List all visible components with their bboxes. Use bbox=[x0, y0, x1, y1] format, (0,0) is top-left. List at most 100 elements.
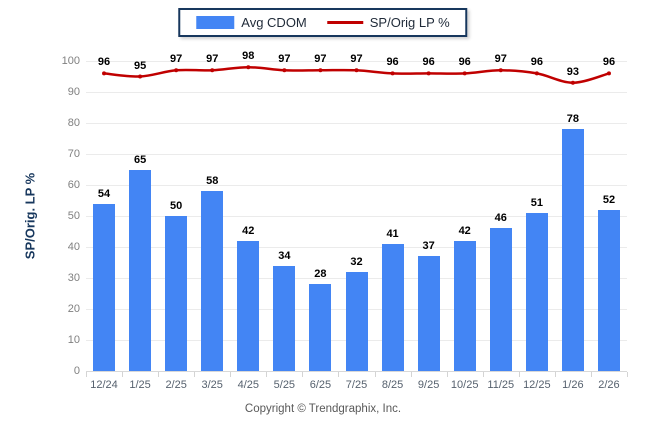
legend-item-sp-orig-lp: SP/Orig LP % bbox=[326, 15, 450, 30]
x-tick-label-6/25: 6/25 bbox=[309, 379, 332, 391]
line-value-label-8/25: 96 bbox=[386, 56, 399, 69]
x-axis-tick bbox=[482, 372, 484, 377]
y-tick-label-60: 60 bbox=[67, 178, 80, 191]
line-value-label-4/25: 98 bbox=[242, 50, 255, 63]
gridline-70 bbox=[86, 153, 627, 155]
line-value-label-1/25: 95 bbox=[133, 59, 147, 72]
bar-value-label-3/25: 58 bbox=[206, 175, 219, 188]
y-tick-label-80: 80 bbox=[67, 116, 80, 129]
y-tick-label-50: 50 bbox=[67, 209, 80, 222]
x-axis-tick bbox=[230, 372, 232, 377]
bar-1/26 bbox=[561, 129, 584, 371]
bar-11/25 bbox=[489, 228, 512, 371]
x-axis-tick bbox=[86, 372, 87, 377]
bar-3/25 bbox=[201, 191, 224, 371]
y-tick-label-100: 100 bbox=[61, 54, 80, 67]
x-tick-label-1/25: 1/25 bbox=[129, 379, 151, 391]
bar-value-label-12/25: 51 bbox=[530, 196, 543, 209]
bar-swatch-icon bbox=[196, 16, 235, 29]
x-axis-tick bbox=[446, 372, 448, 377]
x-tick-label-9/25: 9/25 bbox=[417, 379, 440, 391]
bar-value-label-6/25: 28 bbox=[314, 268, 327, 281]
bar-value-label-9/25: 37 bbox=[422, 240, 435, 253]
bar-value-label-1/25: 65 bbox=[133, 153, 147, 166]
bar-1/25 bbox=[129, 169, 152, 371]
bar-value-label-7/25: 32 bbox=[350, 255, 363, 268]
bar-4/25 bbox=[237, 240, 260, 371]
bar-value-label-4/25: 42 bbox=[242, 224, 255, 237]
x-axis-tick bbox=[338, 372, 340, 377]
x-axis-tick bbox=[590, 372, 592, 377]
y-tick-label-10: 10 bbox=[67, 333, 80, 346]
line-value-label-6/25: 97 bbox=[314, 53, 327, 66]
x-tick-label-5/25: 5/25 bbox=[273, 379, 296, 391]
y-tick-label-30: 30 bbox=[67, 271, 80, 284]
line-marker-2/25 bbox=[174, 68, 179, 73]
y-tick-label-40: 40 bbox=[67, 240, 80, 253]
bar-5/25 bbox=[273, 265, 296, 371]
gridline-90 bbox=[86, 91, 627, 93]
copyright-text: Copyright © Trendgraphix, Inc. bbox=[244, 403, 402, 415]
gridline-80 bbox=[86, 122, 627, 124]
x-tick-label-3/25: 3/25 bbox=[201, 379, 223, 391]
x-axis-tick bbox=[554, 372, 556, 377]
legend-label-avg-cdom: Avg CDOM bbox=[241, 15, 307, 30]
line-value-label-2/26: 96 bbox=[602, 56, 616, 69]
line-value-label-10/25: 96 bbox=[458, 56, 471, 69]
bar-2/26 bbox=[597, 209, 620, 371]
bar-8/25 bbox=[381, 243, 404, 371]
x-axis-tick bbox=[302, 372, 304, 377]
line-marker-11/25 bbox=[498, 68, 503, 73]
x-tick-label-10/25: 10/25 bbox=[450, 379, 479, 391]
bar-value-label-11/25: 46 bbox=[494, 212, 507, 225]
line-value-label-2/25: 97 bbox=[170, 53, 183, 66]
line-marker-1/25 bbox=[138, 74, 143, 79]
line-swatch-icon bbox=[326, 21, 363, 24]
line-marker-1/26 bbox=[570, 80, 575, 85]
line-marker-12/25 bbox=[534, 71, 539, 76]
line-marker-5/25 bbox=[282, 68, 287, 73]
y-tick-label-70: 70 bbox=[67, 147, 80, 160]
line-value-label-12/24: 96 bbox=[97, 56, 111, 69]
x-axis-line bbox=[86, 371, 627, 372]
bar-9/25 bbox=[417, 256, 440, 371]
line-marker-6/25 bbox=[318, 68, 323, 73]
bar-value-label-2/26: 52 bbox=[602, 193, 616, 206]
bar-2/25 bbox=[165, 216, 188, 371]
line-value-label-1/26: 93 bbox=[566, 65, 580, 78]
legend-item-avg-cdom: Avg CDOM bbox=[196, 15, 307, 30]
line-marker-12/24 bbox=[102, 71, 107, 76]
bar-value-label-2/25: 50 bbox=[170, 200, 183, 212]
bar-7/25 bbox=[345, 271, 368, 371]
line-marker-3/25 bbox=[210, 68, 215, 73]
x-axis-tick bbox=[627, 372, 628, 377]
line-marker-8/25 bbox=[390, 71, 395, 76]
x-axis-tick bbox=[158, 372, 160, 377]
x-tick-label-8/25: 8/25 bbox=[381, 379, 404, 391]
x-tick-label-12/24: 12/24 bbox=[90, 379, 118, 391]
line-marker-4/25 bbox=[246, 65, 251, 70]
x-tick-label-7/25: 7/25 bbox=[345, 379, 368, 391]
x-axis-tick bbox=[266, 372, 268, 377]
line-value-label-11/25: 97 bbox=[494, 53, 507, 66]
gridline-40 bbox=[86, 246, 627, 248]
bar-value-label-8/25: 41 bbox=[386, 227, 399, 240]
x-tick-label-4/25: 4/25 bbox=[237, 379, 259, 391]
bar-value-label-1/26: 78 bbox=[566, 113, 580, 126]
gridline-100 bbox=[86, 60, 627, 62]
x-tick-label-2/26: 2/26 bbox=[598, 379, 620, 391]
x-tick-label-1/26: 1/26 bbox=[562, 379, 584, 391]
bar-12/25 bbox=[525, 212, 548, 371]
x-tick-label-11/25: 11/25 bbox=[487, 379, 515, 391]
line-value-label-5/25: 97 bbox=[278, 53, 291, 66]
legend-label-sp-orig-lp: SP/Orig LP % bbox=[369, 15, 450, 30]
x-axis-tick bbox=[194, 372, 196, 377]
line-marker-7/25 bbox=[354, 68, 359, 73]
x-axis-tick bbox=[518, 372, 520, 377]
bar-value-label-10/25: 42 bbox=[458, 224, 471, 237]
line-value-label-9/25: 96 bbox=[422, 56, 435, 69]
line-value-label-12/25: 96 bbox=[530, 56, 543, 69]
bar-6/25 bbox=[309, 284, 332, 371]
bar-12/24 bbox=[93, 203, 116, 371]
